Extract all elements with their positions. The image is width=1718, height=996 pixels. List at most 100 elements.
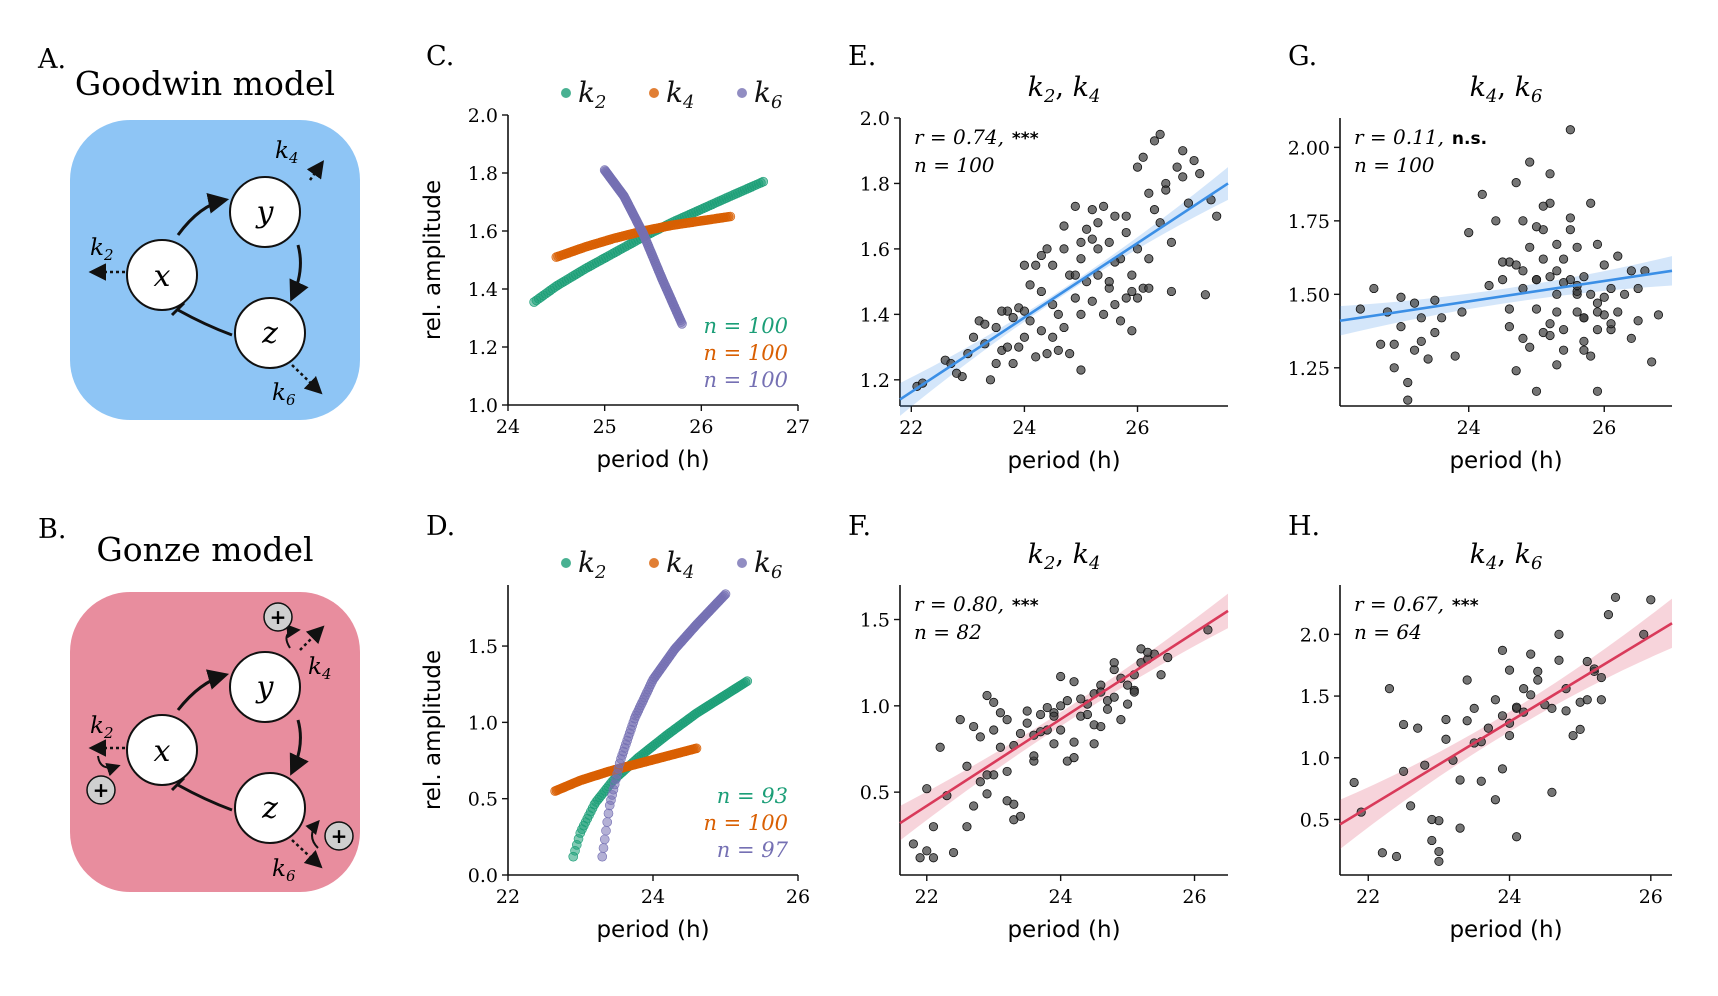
data-point bbox=[1053, 345, 1063, 355]
y-tick-label: 1.75 bbox=[1288, 211, 1330, 233]
node-x-label: x bbox=[154, 259, 171, 294]
data-point bbox=[1561, 706, 1571, 716]
regression-line bbox=[1339, 269, 1673, 323]
data-point bbox=[1586, 351, 1596, 361]
node-y-label: y bbox=[255, 195, 275, 230]
data-point bbox=[1511, 366, 1521, 376]
title-separator: , bbox=[1497, 72, 1514, 103]
data-point bbox=[725, 211, 736, 222]
y-tick-label: 1.8 bbox=[468, 163, 498, 185]
data-point bbox=[1592, 324, 1603, 335]
data-point bbox=[1441, 714, 1451, 725]
data-point bbox=[742, 676, 753, 686]
significance-label: *** bbox=[1012, 129, 1039, 149]
data-point bbox=[1089, 739, 1099, 749]
data-point bbox=[997, 306, 1007, 316]
data-point bbox=[1592, 298, 1603, 308]
data-point bbox=[1450, 351, 1460, 361]
data-point bbox=[1554, 629, 1564, 639]
legend-label-k6: k6 bbox=[754, 76, 782, 113]
data-point bbox=[1511, 832, 1522, 842]
data-point bbox=[955, 715, 965, 725]
data-point bbox=[1526, 690, 1536, 700]
x-tick-label: 24 bbox=[641, 886, 665, 908]
data-point bbox=[1646, 595, 1656, 605]
data-point bbox=[1545, 272, 1555, 282]
y-tick-label: 2.0 bbox=[1300, 624, 1330, 646]
x-tick-label: 22 bbox=[1356, 886, 1380, 908]
data-point bbox=[1484, 280, 1494, 291]
data-point bbox=[1076, 254, 1086, 264]
data-point bbox=[985, 375, 996, 385]
data-point bbox=[1464, 228, 1474, 238]
panel-letter-e: E. bbox=[848, 41, 876, 72]
rate-label-k4: k4 bbox=[275, 138, 298, 167]
data-point bbox=[1437, 313, 1447, 323]
data-point bbox=[1409, 345, 1420, 355]
data-point bbox=[1572, 307, 1582, 317]
y-tick-label: 0.0 bbox=[468, 865, 498, 887]
data-point bbox=[1203, 625, 1213, 635]
data-point bbox=[1059, 244, 1069, 254]
node-x bbox=[126, 239, 198, 311]
data-point bbox=[1552, 360, 1562, 370]
data-point bbox=[1504, 665, 1515, 675]
title-symbol: k bbox=[1470, 539, 1486, 570]
sample-size-label: n = 64 bbox=[1354, 620, 1422, 644]
data-point bbox=[968, 332, 979, 342]
data-point bbox=[1420, 760, 1430, 770]
data-point bbox=[691, 743, 702, 754]
y-tick-label: 0.5 bbox=[860, 782, 890, 804]
data-point bbox=[1149, 205, 1160, 215]
data-point bbox=[1008, 313, 1018, 323]
count-label-k2: n = 93 bbox=[717, 784, 788, 808]
data-point bbox=[1579, 345, 1589, 355]
data-point bbox=[1579, 336, 1589, 346]
data-point bbox=[1069, 677, 1079, 687]
plus-icon-label: + bbox=[93, 778, 110, 802]
y-tick-label: 1.50 bbox=[1288, 284, 1330, 306]
legend-marker-k2 bbox=[561, 558, 571, 568]
data-point bbox=[1132, 293, 1143, 303]
data-point bbox=[1070, 201, 1080, 211]
data-point bbox=[1497, 764, 1508, 774]
data-point bbox=[1127, 326, 1137, 336]
correlation-value: r = 0.67, bbox=[1354, 592, 1444, 616]
data-point bbox=[1531, 275, 1542, 285]
y-tick-label: 1.5 bbox=[860, 610, 890, 632]
correlation-value: r = 0.74, bbox=[914, 125, 1004, 149]
x-tick-label: 26 bbox=[1182, 886, 1206, 908]
data-point bbox=[922, 784, 932, 794]
data-point bbox=[1156, 670, 1166, 680]
legend: k2 k4 k6 bbox=[561, 546, 782, 583]
x-tick-label: 26 bbox=[689, 416, 713, 438]
data-point bbox=[1143, 647, 1153, 657]
legend-symbol: k bbox=[666, 76, 683, 109]
x-tick-label: 24 bbox=[1049, 886, 1073, 908]
x-tick-label: 26 bbox=[1125, 417, 1149, 439]
sample-size-label: n = 82 bbox=[914, 620, 982, 644]
x-axis-label: period (h) bbox=[1449, 448, 1562, 474]
data-point bbox=[1144, 283, 1154, 293]
data-point bbox=[1462, 675, 1472, 685]
data-point bbox=[922, 846, 932, 856]
plus-icon bbox=[263, 602, 293, 632]
node-y bbox=[229, 651, 301, 723]
data-point bbox=[1082, 709, 1093, 720]
x-tick-label: 24 bbox=[1497, 886, 1521, 908]
y-tick-label: 1.0 bbox=[468, 395, 498, 417]
y-tick-label: 1.2 bbox=[860, 370, 890, 392]
legend-marker-k2 bbox=[561, 88, 571, 98]
data-point bbox=[1565, 125, 1575, 135]
data-point bbox=[1430, 327, 1440, 338]
data-point bbox=[1062, 696, 1072, 706]
data-point bbox=[908, 839, 918, 849]
data-point bbox=[1102, 704, 1113, 714]
scatter-points bbox=[912, 129, 1222, 391]
rate-label-k2: k2 bbox=[90, 713, 113, 742]
rate-label-k4: k4 bbox=[308, 654, 331, 683]
